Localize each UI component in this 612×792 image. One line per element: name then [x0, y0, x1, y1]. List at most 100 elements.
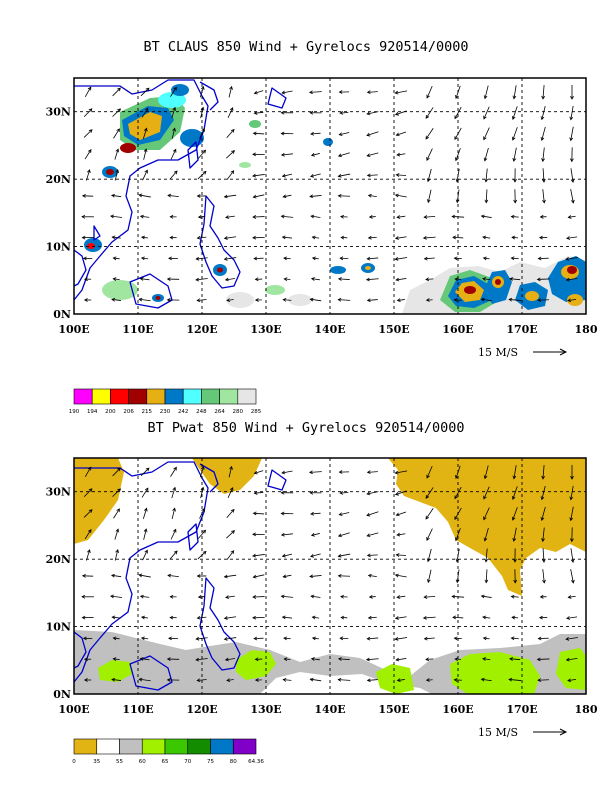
wind-vector-arrow — [195, 277, 208, 282]
wind-vector-arrow — [84, 86, 92, 97]
wind-vector-arrow — [83, 108, 93, 118]
wind-vector-arrow — [482, 235, 491, 240]
claus-colorbar: 190 194 200 206 215 230 242 248 264 280 285 — [69, 388, 262, 415]
wind-vector-arrow — [280, 131, 294, 136]
wind-vector-arrow — [570, 189, 575, 204]
wind-vector-arrow — [426, 168, 432, 183]
wind-vector-arrow — [366, 152, 379, 158]
wind-vector-arrow — [454, 127, 462, 141]
lon-tick-label: 160E — [442, 323, 473, 336]
wind-vector-arrow — [281, 90, 293, 95]
wind-vector-arrow — [112, 277, 120, 281]
wind-vector-arrow — [252, 152, 265, 157]
lat-tick-label: 0N — [53, 308, 71, 321]
wind-vector-arrow — [223, 194, 237, 199]
wind-vector-arrow — [280, 214, 294, 219]
wind-vector-arrow — [396, 152, 406, 157]
wind-vector-arrow — [426, 189, 432, 204]
wind-vector-arrow — [396, 215, 406, 219]
wind-vector-arrow — [139, 214, 150, 219]
wind-vector-arrow — [81, 235, 94, 240]
colorbar-swatch — [164, 388, 184, 405]
wind-vector-arrow — [283, 256, 291, 261]
wind-vector-arrow — [394, 193, 407, 198]
wind-vector-arrow — [338, 132, 350, 136]
wind-vector-arrow — [569, 105, 574, 121]
wind-vector-arrow — [567, 215, 576, 219]
wind-vector-arrow — [195, 256, 208, 261]
wind-vector-arrow — [566, 236, 578, 240]
wind-vector-arrow — [339, 111, 349, 115]
wind-vector-arrow — [394, 257, 408, 261]
wind-vector-arrow — [337, 297, 351, 302]
wind-vector-arrow — [453, 256, 462, 261]
wind-vector-arrow — [224, 277, 236, 282]
wind-vector-arrow — [86, 169, 91, 181]
wind-vector-arrow — [280, 110, 294, 115]
wind-vector-arrow — [512, 147, 517, 162]
lon-tick-label: 150E — [378, 323, 409, 336]
wind-vector-arrow — [483, 85, 489, 100]
wind-vector-arrow — [280, 152, 293, 157]
wind-vector-arrow — [337, 173, 351, 178]
wind-vector-arrow — [426, 148, 433, 161]
wind-vector-arrow — [454, 106, 462, 120]
lat-tick-label: 30N — [46, 106, 71, 119]
wind-vector-arrow — [396, 298, 405, 303]
colorbar-swatch — [128, 388, 148, 405]
colorbar-swatch — [219, 388, 239, 405]
wind-vector-arrow — [142, 169, 148, 181]
wind-vector-arrow — [227, 107, 234, 118]
wind-vector-arrow — [540, 126, 546, 142]
colorbar-label: 215 — [142, 409, 153, 415]
wind-vector-arrow — [480, 297, 492, 302]
wind-vector-arrow — [537, 256, 549, 261]
wind-vector-arrow — [138, 193, 151, 198]
colorbar-swatch — [91, 388, 111, 405]
wind-vector-arrow — [340, 235, 348, 240]
wind-vector-arrow — [423, 215, 436, 219]
top-map-title: BT CLAUS 850 Wind + Gyrelocs 920514/0000 — [143, 39, 469, 55]
wind-vector-arrow — [311, 235, 320, 240]
wind-vector-arrow — [542, 189, 546, 204]
lon-tick-label: 130E — [250, 323, 281, 336]
wind-vector-arrow — [569, 126, 574, 142]
wind-vector-arrow — [482, 277, 491, 281]
wind-vector-arrow — [538, 235, 548, 240]
wind-vector-arrow — [171, 127, 176, 140]
wind-vector-arrow — [365, 277, 379, 282]
wind-vector-arrow — [199, 127, 205, 139]
wind-vector-arrow — [196, 194, 207, 198]
wind-vector-arrow — [510, 256, 519, 261]
wind-vector-arrow — [338, 90, 350, 94]
wind-vector-arrow — [225, 215, 235, 219]
colorbar-label: 248 — [196, 409, 207, 415]
wind-vector-arrow — [196, 298, 207, 303]
wind-vector-arrow — [484, 189, 489, 204]
colorbar-label: 206 — [123, 409, 134, 415]
wind-vector-arrow — [395, 131, 407, 137]
wind-vector-arrow — [339, 256, 349, 261]
wind-vector-arrow — [366, 111, 379, 116]
wind-vector-arrow — [484, 168, 489, 183]
wind-vector-arrow — [252, 194, 265, 199]
wind-vector-arrow — [139, 277, 150, 281]
wind-vector-arrow — [570, 85, 574, 100]
claus-wind-vectors — [81, 85, 578, 303]
wind-vector-arrow — [541, 168, 546, 183]
wind-vector-arrow — [83, 298, 92, 302]
wind-vector-arrow — [455, 189, 460, 204]
wind-vector-arrow — [166, 277, 180, 282]
wind-vector-arrow — [143, 148, 148, 160]
wind-vector-arrow — [570, 168, 575, 183]
claus-coastlines — [73, 79, 287, 309]
wind-vector-arrow — [537, 298, 550, 303]
wind-vector-arrow — [422, 235, 436, 240]
wind-vector-arrow — [536, 277, 550, 282]
wind-vector-arrow — [171, 106, 177, 119]
wind-vector-arrow — [569, 147, 574, 163]
wind-vector-arrow — [199, 85, 205, 98]
wind-vector-arrow — [110, 214, 123, 219]
wind-vector-arrow — [455, 168, 460, 183]
